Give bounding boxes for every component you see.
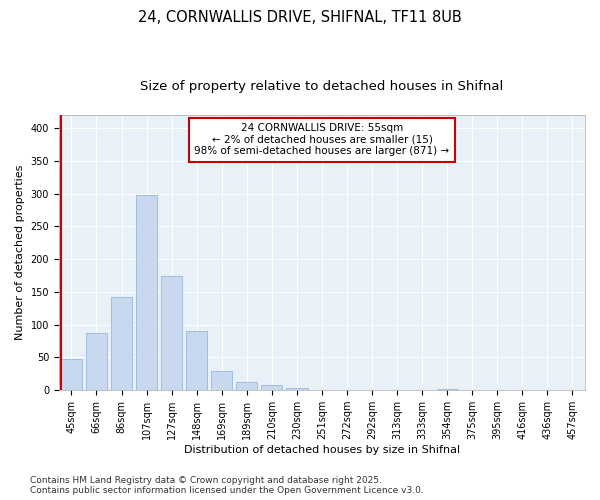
Bar: [286, 388, 308, 390]
Text: Contains HM Land Registry data © Crown copyright and database right 2025.
Contai: Contains HM Land Registry data © Crown c…: [30, 476, 424, 495]
X-axis label: Distribution of detached houses by size in Shifnal: Distribution of detached houses by size …: [184, 445, 460, 455]
Bar: [211, 370, 232, 390]
Bar: [236, 382, 257, 390]
Text: 24, CORNWALLIS DRIVE, SHIFNAL, TF11 8UB: 24, CORNWALLIS DRIVE, SHIFNAL, TF11 8UB: [138, 10, 462, 25]
Bar: [111, 296, 132, 390]
Title: Size of property relative to detached houses in Shifnal: Size of property relative to detached ho…: [140, 80, 503, 93]
Bar: [86, 332, 107, 390]
Bar: [61, 360, 82, 390]
Text: 24 CORNWALLIS DRIVE: 55sqm
← 2% of detached houses are smaller (15)
98% of semi-: 24 CORNWALLIS DRIVE: 55sqm ← 2% of detac…: [194, 124, 449, 156]
Y-axis label: Number of detached properties: Number of detached properties: [15, 165, 25, 340]
Bar: [136, 195, 157, 390]
Bar: [261, 385, 283, 390]
Bar: [161, 276, 182, 390]
Bar: [437, 389, 458, 390]
Bar: [186, 330, 208, 390]
